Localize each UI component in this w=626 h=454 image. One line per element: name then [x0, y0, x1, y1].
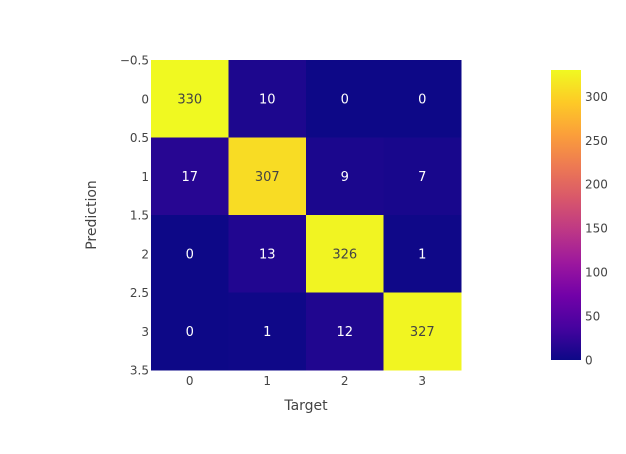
y-tick-label-3: 1: [141, 170, 149, 184]
colorbar-tick-label-5: 250: [585, 134, 608, 148]
cell-value-r1-c3: 7: [418, 170, 426, 185]
x-tick-label-3: 3: [418, 374, 426, 388]
heatmap-cell-r1-c1: [228, 137, 307, 216]
heatmap-cells: [151, 60, 462, 371]
heatmap-cell-r1-c0: [151, 137, 229, 216]
cell-value-r3-c1: 1: [263, 325, 271, 340]
cell-value-r3-c2: 12: [336, 325, 353, 340]
y-tick-label-8: 3.5: [130, 364, 149, 378]
cell-value-r3-c3: 327: [410, 325, 435, 340]
cell-value-r2-c2: 326: [332, 247, 357, 262]
heatmap-cell-r0-c2: [306, 60, 384, 138]
cell-value-r1-c1: 307: [255, 170, 280, 185]
colorbar-tick-label-1: 50: [585, 310, 600, 324]
y-tick-label-5: 2: [141, 247, 149, 261]
colorbar-ticks: 0 50 100 150 200 250 300: [585, 90, 608, 368]
cell-value-r0-c1: 10: [259, 92, 276, 107]
colorbar-tick-label-6: 300: [585, 90, 608, 104]
cell-value-r2-c0: 0: [186, 247, 194, 262]
heatmap-cell-r3-c1: [228, 292, 307, 371]
heatmap-cell-r2-c0: [151, 215, 229, 293]
cell-value-r0-c2: 0: [341, 92, 349, 107]
colorbar-tick-label-4: 200: [585, 178, 608, 192]
heatmap-cell-r0-c0: [151, 60, 229, 138]
y-axis-ticks: −0.5 0 0.5 1 1.5 2 2.5 3 3.5: [120, 54, 149, 378]
heatmap-cell-r2-c2: [306, 215, 384, 293]
x-tick-label-2: 2: [341, 374, 349, 388]
y-axis-title: Prediction: [84, 180, 100, 250]
colorbar-tick-label-3: 150: [585, 222, 608, 236]
y-tick-label-6: 2.5: [130, 286, 149, 300]
cell-value-r2-c3: 1: [418, 247, 426, 262]
cell-value-r1-c0: 17: [181, 170, 198, 185]
x-axis-title: Target: [283, 398, 328, 414]
heatmap-cell-r3-c0: [151, 292, 229, 371]
heatmap-cell-r1-c2: [306, 137, 384, 216]
x-tick-label-0: 0: [186, 374, 194, 388]
y-tick-label-1: 0: [141, 92, 149, 106]
x-tick-label-1: 1: [263, 374, 271, 388]
heatmap-cell-labels: 330 10 0 017 307 9 70 13 326 10 1 12 327: [177, 92, 434, 340]
heatmap-cell-r0-c1: [228, 60, 307, 138]
y-tick-label-2: 0.5: [130, 131, 149, 145]
cell-value-r3-c0: 0: [186, 325, 194, 340]
colorbar-tick-label-0: 0: [585, 354, 593, 368]
cell-value-r0-c0: 330: [177, 92, 202, 107]
cell-value-r2-c1: 13: [259, 247, 276, 262]
heatmap-cell-r2-c1: [228, 215, 307, 293]
colorbar-tick-label-2: 100: [585, 266, 608, 280]
x-axis-ticks: 0 1 2 3: [186, 374, 426, 388]
heatmap-cell-r3-c2: [306, 292, 384, 371]
y-tick-label-0: −0.5: [120, 54, 149, 68]
heatmap-cell-r3-c3: [383, 292, 462, 371]
colorbar: [551, 70, 581, 360]
y-tick-label-4: 1.5: [130, 209, 149, 223]
heatmap-cell-r2-c3: [383, 215, 462, 293]
heatmap-cell-r1-c3: [383, 137, 462, 216]
cell-value-r1-c2: 9: [341, 170, 349, 185]
y-tick-label-7: 3: [141, 325, 149, 339]
heatmap-cell-r0-c3: [383, 60, 462, 138]
cell-value-r0-c3: 0: [418, 92, 426, 107]
